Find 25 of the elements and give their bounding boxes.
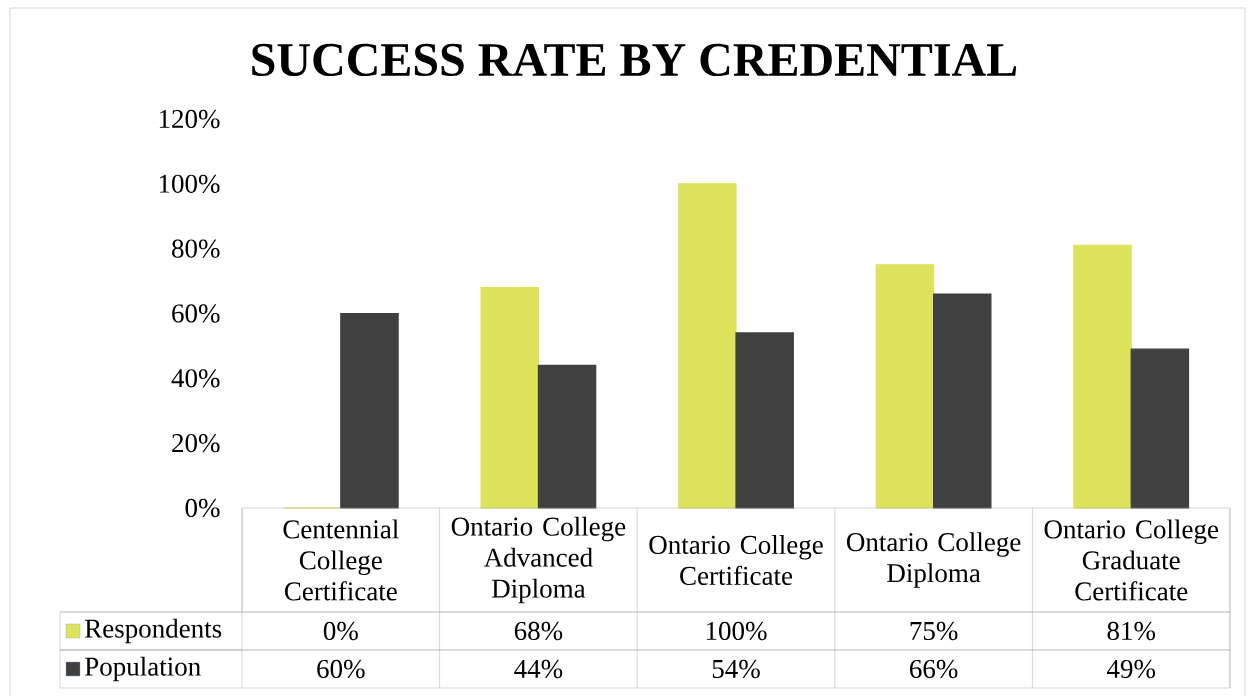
data-label: 75%	[910, 621, 958, 641]
y-tick-label: 40%	[171, 369, 220, 388]
data-label: 100%	[706, 621, 767, 641]
y-tick-label: 120%	[159, 109, 220, 129]
data-label: 68%	[514, 621, 563, 641]
x-tick-label: Ontario College Diploma	[846, 532, 1021, 588]
data-label: 66%	[910, 659, 958, 679]
data-label: 60%	[317, 659, 365, 679]
chart-title: SUCCESS RATE BY CREDENTIAL	[252, 43, 1017, 77]
y-tick-label: 80%	[172, 239, 220, 258]
data-label: 44%	[514, 659, 563, 679]
data-label: 0%	[323, 621, 358, 641]
x-tick-label: Centennial College Certificate	[283, 519, 399, 601]
legend-label: Population	[84, 656, 201, 682]
data-label: 49%	[1106, 659, 1156, 679]
x-tick-label: Ontario College Certificate	[649, 534, 823, 585]
data-label: 54%	[712, 659, 760, 679]
x-tick-label: Ontario College Graduate Certificate	[1044, 519, 1218, 601]
y-tick-label: 0%	[185, 498, 220, 518]
y-tick-label: 100%	[159, 174, 220, 193]
y-tick-label: 60%	[172, 304, 220, 323]
x-tick-label: Ontario College Advanced Diploma	[451, 516, 626, 604]
legend-label: Respondents	[84, 618, 222, 644]
y-tick-label: 20%	[172, 434, 220, 453]
data-label: 81%	[1107, 621, 1156, 641]
